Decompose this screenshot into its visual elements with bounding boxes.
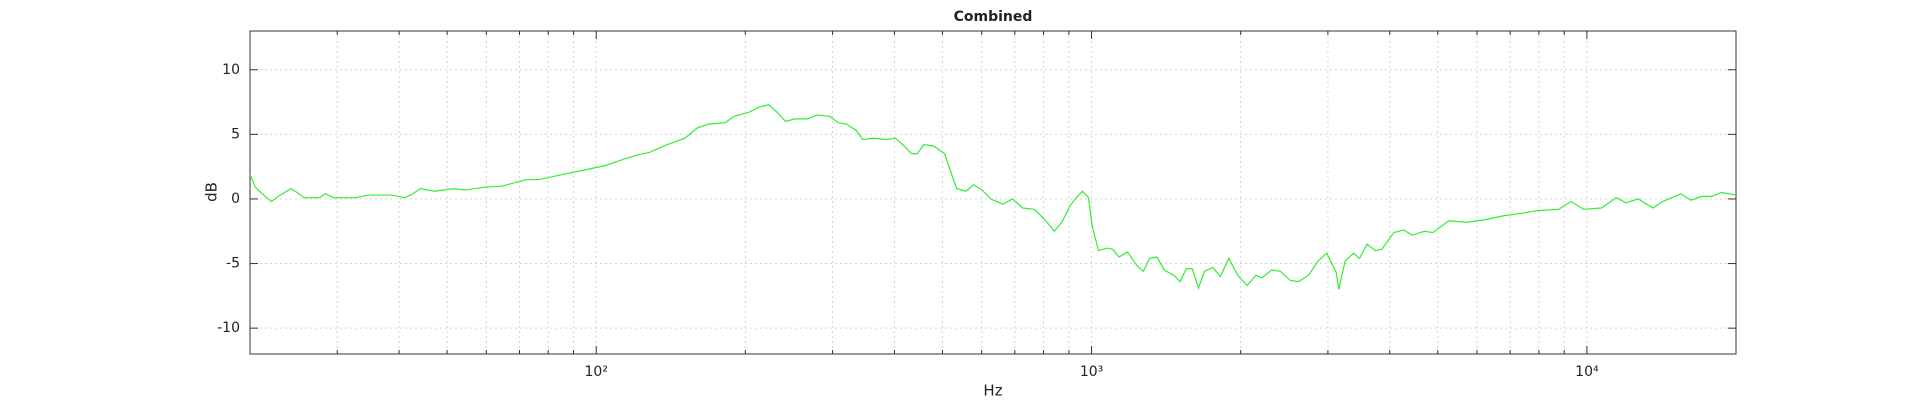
y-tick-label: 0 (231, 191, 240, 207)
y-tick-label: -10 (217, 320, 240, 336)
y-tick-label: 5 (231, 126, 240, 142)
x-tick-label: 10⁴ (1575, 364, 1599, 380)
x-tick-label: 10³ (1080, 364, 1103, 380)
data-line (249, 103, 1737, 290)
y-axis-label: dB (203, 182, 221, 202)
x-axis-label: Hz (983, 382, 1002, 400)
chart-title: Combined (954, 9, 1033, 25)
y-tick-label: -5 (226, 256, 240, 272)
plot-frame (249, 30, 1737, 355)
x-tick-label: 10² (585, 364, 608, 380)
y-tick-label: 10 (222, 62, 240, 78)
